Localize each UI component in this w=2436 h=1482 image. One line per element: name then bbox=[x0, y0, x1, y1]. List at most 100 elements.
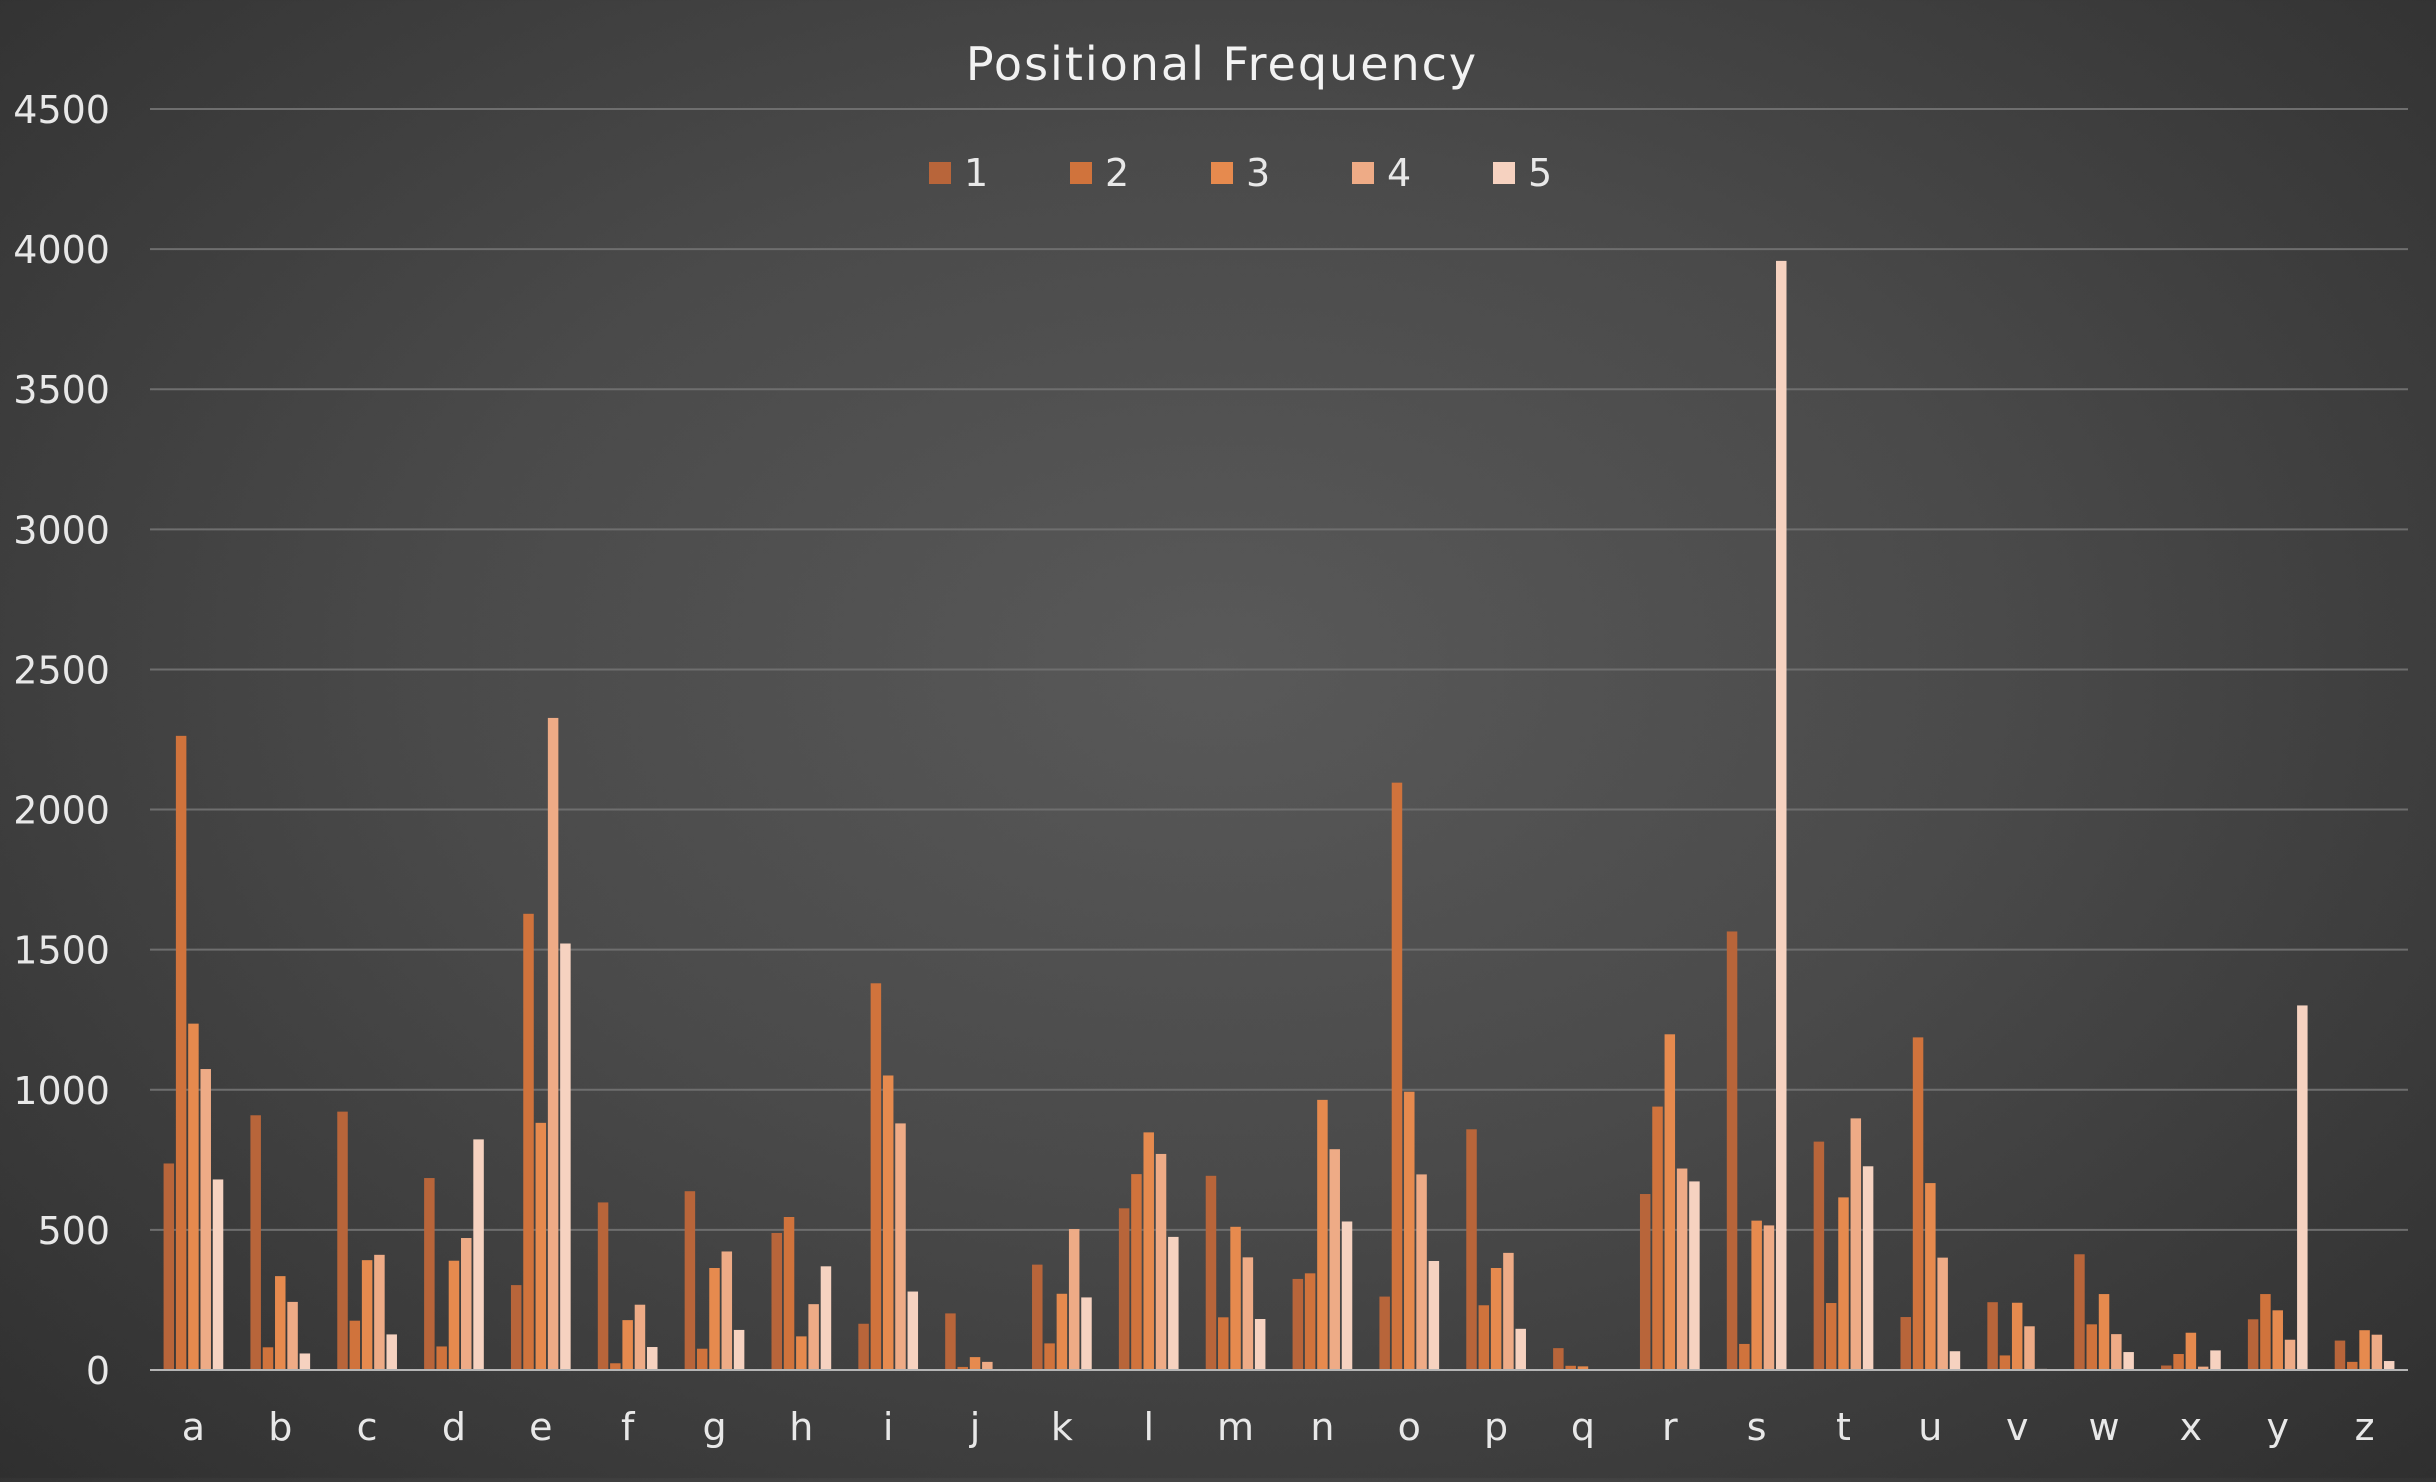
bar-r-series-3 bbox=[1664, 1034, 1676, 1370]
x-tick-label-c: c bbox=[357, 1405, 378, 1449]
bar-w-series-5 bbox=[2123, 1352, 2134, 1370]
bar-h-series-4 bbox=[808, 1304, 819, 1370]
x-tick-label-g: g bbox=[702, 1405, 726, 1449]
legend-label-4: 4 bbox=[1387, 151, 1411, 195]
bar-y-series-2 bbox=[2260, 1294, 2271, 1370]
x-tick-label-p: p bbox=[1484, 1405, 1508, 1449]
legend-label-5: 5 bbox=[1528, 151, 1552, 195]
bar-s-series-2 bbox=[1739, 1343, 1750, 1370]
y-tick-label: 1500 bbox=[13, 929, 110, 973]
bar-k-series-3 bbox=[1056, 1293, 1068, 1370]
bar-e-series-4 bbox=[547, 717, 559, 1370]
x-tick-label-w: w bbox=[2088, 1405, 2119, 1449]
bar-h-series-2 bbox=[783, 1216, 795, 1370]
bar-v-series-3 bbox=[2011, 1302, 2023, 1370]
legend-swatch-5 bbox=[1493, 162, 1515, 184]
bar-b-series-5 bbox=[299, 1353, 311, 1370]
x-tick-label-l: l bbox=[1143, 1405, 1154, 1449]
x-tick-label-u: u bbox=[1918, 1405, 1942, 1449]
bar-x-series-1 bbox=[2161, 1365, 2172, 1370]
bar-c-series-4 bbox=[374, 1254, 385, 1370]
y-tick-label: 4500 bbox=[13, 88, 110, 132]
x-tick-label-f: f bbox=[621, 1405, 636, 1449]
bar-o-series-3 bbox=[1404, 1091, 1415, 1370]
bar-a-series-2 bbox=[175, 735, 187, 1370]
bar-a-series-4 bbox=[200, 1069, 211, 1370]
y-tick-label: 2000 bbox=[13, 789, 110, 833]
bar-t-series-4 bbox=[1850, 1118, 1862, 1370]
bar-w-series-3 bbox=[2098, 1294, 2110, 1370]
bar-v-series-4 bbox=[2024, 1326, 2035, 1370]
x-tick-label-i: i bbox=[883, 1405, 894, 1449]
y-tick-label: 3500 bbox=[13, 368, 110, 412]
x-axis-tick-labels: a b c d e f g h i j k l m n o p q r s t u v w x y z bbox=[182, 1405, 2375, 1449]
legend-swatch-4 bbox=[1352, 162, 1374, 184]
bar-l-series-1 bbox=[1118, 1208, 1130, 1370]
x-tick-label-q: q bbox=[1571, 1405, 1595, 1449]
bar-b-series-3 bbox=[275, 1276, 286, 1370]
bar-p-series-5 bbox=[1515, 1328, 1526, 1370]
x-tick-label-s: s bbox=[1747, 1405, 1767, 1449]
bar-m-series-5 bbox=[1254, 1318, 1266, 1370]
bar-k-series-4 bbox=[1068, 1229, 1080, 1370]
bar-g-series-2 bbox=[696, 1348, 708, 1370]
bar-n-series-4 bbox=[1329, 1149, 1340, 1370]
bar-y-series-4 bbox=[2284, 1339, 2296, 1370]
bar-l-series-2 bbox=[1131, 1174, 1142, 1370]
x-tick-label-n: n bbox=[1310, 1405, 1334, 1449]
bar-d-series-3 bbox=[448, 1260, 460, 1370]
bar-p-series-3 bbox=[1490, 1267, 1502, 1370]
bar-b-series-4 bbox=[287, 1301, 298, 1370]
bar-n-series-1 bbox=[1292, 1278, 1304, 1370]
bar-s-series-4 bbox=[1763, 1225, 1775, 1370]
bar-z-series-4 bbox=[2371, 1334, 2383, 1370]
bar-s-series-1 bbox=[1726, 931, 1738, 1370]
bar-n-series-2 bbox=[1304, 1273, 1316, 1370]
legend-label-3: 3 bbox=[1246, 151, 1270, 195]
y-tick-label: 2500 bbox=[13, 648, 110, 692]
bar-p-series-4 bbox=[1503, 1252, 1514, 1370]
legend-item-5: 5 bbox=[1493, 151, 1552, 195]
x-tick-label-x: x bbox=[2180, 1405, 2203, 1449]
x-tick-label-k: k bbox=[1051, 1405, 1073, 1449]
legend-item-4: 4 bbox=[1352, 151, 1411, 195]
bar-l-series-3 bbox=[1143, 1132, 1154, 1370]
bar-r-series-4 bbox=[1676, 1168, 1688, 1370]
bar-w-series-2 bbox=[2086, 1324, 2097, 1370]
bar-m-series-2 bbox=[1218, 1317, 1229, 1370]
bar-x-series-5 bbox=[2210, 1350, 2221, 1370]
bar-j-series-2 bbox=[957, 1366, 968, 1370]
legend-item-2: 2 bbox=[1070, 151, 1129, 195]
bar-f-series-2 bbox=[610, 1363, 621, 1370]
bar-y-series-5 bbox=[2297, 1005, 2308, 1370]
bar-u-series-1 bbox=[1900, 1317, 1911, 1370]
bar-i-series-5 bbox=[907, 1291, 919, 1370]
legend-item-3: 3 bbox=[1211, 151, 1270, 195]
bar-n-series-5 bbox=[1341, 1221, 1353, 1370]
bar-g-series-4 bbox=[721, 1251, 733, 1370]
legend-label-1: 1 bbox=[964, 151, 988, 195]
bar-t-series-3 bbox=[1838, 1197, 1849, 1370]
x-tick-label-r: r bbox=[1662, 1405, 1678, 1449]
bar-z-series-5 bbox=[2383, 1361, 2395, 1370]
bar-i-series-3 bbox=[882, 1075, 894, 1370]
bar-b-series-1 bbox=[250, 1115, 261, 1370]
bar-s-series-5 bbox=[1776, 260, 1787, 1371]
x-tick-label-o: o bbox=[1398, 1405, 1421, 1449]
bar-u-series-2 bbox=[1912, 1037, 1924, 1370]
bar-a-series-3 bbox=[188, 1023, 199, 1370]
bar-x-series-2 bbox=[2173, 1354, 2184, 1370]
bar-r-series-1 bbox=[1639, 1194, 1651, 1370]
legend-swatch-2 bbox=[1070, 162, 1092, 184]
bars bbox=[163, 260, 2395, 1371]
bar-y-series-1 bbox=[2247, 1319, 2259, 1370]
bar-d-series-2 bbox=[436, 1346, 447, 1370]
bar-o-series-1 bbox=[1379, 1296, 1390, 1370]
bar-l-series-4 bbox=[1155, 1153, 1167, 1370]
y-tick-label: 0 bbox=[86, 1349, 110, 1393]
bar-c-series-5 bbox=[386, 1334, 397, 1370]
legend: 1 2 3 4 5 bbox=[929, 151, 1552, 195]
bar-q-series-2 bbox=[1565, 1365, 1576, 1370]
bar-z-series-1 bbox=[2334, 1340, 2346, 1370]
